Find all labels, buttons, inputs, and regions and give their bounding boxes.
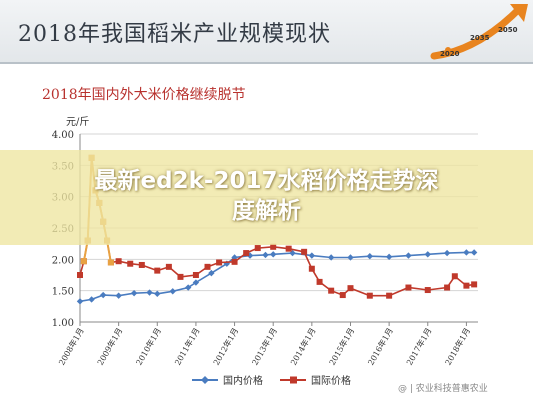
- data-point: [405, 284, 412, 291]
- data-point: [115, 258, 122, 265]
- data-point: [231, 258, 238, 265]
- data-point: [127, 260, 134, 267]
- data-point: [463, 282, 470, 289]
- legend-marker: [290, 376, 297, 384]
- data-point: [270, 243, 277, 250]
- data-point: [192, 279, 200, 286]
- page-title: 2018年我国稻米产业规模现状: [18, 22, 331, 47]
- x-tick-label: 2012年1月: [211, 326, 240, 367]
- data-point: [443, 249, 451, 257]
- headline-banner: [0, 150, 533, 245]
- chart-title: 2018年国内外大米价格继续脱节: [42, 87, 246, 103]
- data-point: [328, 287, 335, 294]
- legend-label: 国际价格: [311, 374, 351, 387]
- data-point: [208, 269, 215, 277]
- logo-dot-2020: [445, 47, 451, 53]
- data-point: [366, 253, 374, 260]
- header-divider: [0, 62, 533, 64]
- data-point: [77, 272, 83, 278]
- data-point: [424, 287, 431, 294]
- series: [76, 154, 478, 305]
- logo-dot-2050: [499, 25, 505, 31]
- x-tick-label: 2008年1月: [56, 326, 85, 367]
- data-point: [339, 292, 346, 299]
- data-point: [463, 249, 470, 256]
- growth-arrow-logo: 2050 2035 2020: [430, 4, 528, 60]
- data-point: [184, 284, 192, 291]
- data-point: [99, 291, 107, 299]
- data-point: [347, 254, 354, 261]
- headline-line-1: 最新ed2k-2017水稻价格走势深: [94, 168, 439, 194]
- data-point: [192, 272, 199, 278]
- data-point: [107, 259, 114, 266]
- data-point: [405, 252, 412, 259]
- headline-line-2: 度解析: [232, 198, 301, 224]
- x-tick-label: 2016年1月: [365, 326, 394, 367]
- y-tick-label: 1.50: [52, 287, 74, 298]
- data-point: [424, 251, 431, 258]
- x-tick-label: 2011年1月: [172, 326, 201, 367]
- x-tick-label: 2009年1月: [95, 326, 124, 367]
- x-tick-label: 2018年1月: [443, 326, 472, 367]
- x-tick-label: 2015年1月: [327, 326, 356, 367]
- data-point: [470, 249, 478, 256]
- x-tick-label: 2013年1月: [250, 326, 279, 367]
- logo-year-2050: 2050: [498, 26, 518, 34]
- y-tick-label: 2.00: [52, 255, 74, 266]
- legend-marker: [201, 376, 209, 384]
- data-point: [308, 265, 315, 272]
- data-point: [316, 278, 323, 285]
- data-point: [204, 263, 211, 270]
- legend: 国内价格 国际价格: [192, 374, 351, 387]
- data-point: [146, 289, 153, 296]
- y-tick-label: 1.00: [52, 318, 74, 329]
- data-point: [270, 251, 277, 258]
- y-axis-unit: 元/斤: [66, 117, 90, 128]
- data-point: [130, 289, 138, 297]
- data-point: [301, 248, 308, 255]
- data-point: [165, 263, 172, 270]
- data-point: [366, 292, 373, 299]
- data-point: [243, 250, 250, 257]
- data-point: [154, 267, 161, 274]
- data-point: [138, 261, 145, 268]
- y-tick-label: 4.00: [52, 130, 74, 141]
- data-point: [169, 288, 176, 295]
- logo-year-2035: 2035: [470, 34, 490, 42]
- x-tick-label: 2010年1月: [134, 326, 163, 367]
- data-point: [347, 285, 354, 292]
- data-point: [115, 292, 122, 299]
- data-point: [216, 259, 223, 266]
- data-point: [80, 258, 87, 265]
- x-tick-label: 2014年1月: [288, 326, 317, 367]
- logo-year-2020: 2020: [440, 50, 460, 58]
- x-tick-label: 2017年1月: [404, 326, 433, 367]
- data-point: [385, 253, 393, 261]
- logo-dot-2035: [473, 39, 479, 45]
- data-point: [154, 290, 161, 297]
- data-point: [451, 273, 458, 280]
- data-point: [285, 245, 292, 252]
- data-point: [254, 245, 261, 252]
- legend-label: 国内价格: [223, 374, 263, 387]
- data-point: [262, 251, 269, 259]
- headline-text: 最新ed2k-2017水稻价格走势深 度解析: [30, 166, 503, 226]
- data-point: [327, 254, 335, 261]
- data-point: [386, 292, 393, 299]
- data-point: [76, 298, 84, 305]
- data-point: [88, 296, 95, 303]
- data-point: [471, 281, 478, 288]
- data-point: [444, 284, 451, 291]
- data-point: [177, 273, 184, 280]
- watermark: @ | 农业科技普惠农业: [398, 384, 488, 394]
- data-point: [308, 252, 316, 259]
- logo-arrow-head: [510, 4, 528, 22]
